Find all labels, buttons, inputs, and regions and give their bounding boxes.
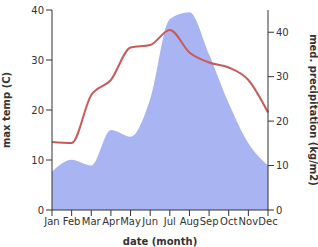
svg-text:Apr: Apr	[102, 216, 120, 227]
svg-text:30: 30	[276, 71, 289, 82]
svg-text:Dec: Dec	[258, 216, 277, 227]
svg-text:40: 40	[31, 5, 44, 16]
svg-text:med. precipitation (kg/m2): med. precipitation (kg/m2)	[308, 34, 318, 186]
svg-text:20: 20	[31, 105, 44, 116]
svg-text:Oct: Oct	[220, 216, 237, 227]
svg-text:Aug: Aug	[180, 216, 200, 227]
svg-text:Nov: Nov	[239, 216, 259, 227]
svg-text:0: 0	[276, 205, 282, 216]
svg-text:Jun: Jun	[141, 216, 158, 227]
svg-text:10: 10	[31, 155, 44, 166]
svg-text:date (month): date (month)	[123, 236, 197, 247]
svg-text:Feb: Feb	[63, 216, 81, 227]
svg-text:May: May	[120, 216, 141, 227]
svg-text:max temp (C): max temp (C)	[1, 72, 12, 148]
svg-text:30: 30	[31, 55, 44, 66]
svg-text:20: 20	[276, 116, 289, 127]
svg-text:Mar: Mar	[82, 216, 102, 227]
svg-text:40: 40	[276, 27, 289, 38]
svg-text:Jan: Jan	[43, 216, 59, 227]
svg-text:10: 10	[276, 160, 289, 171]
svg-text:Sep: Sep	[200, 216, 219, 227]
svg-text:Jul: Jul	[163, 216, 176, 227]
svg-text:0: 0	[38, 205, 44, 216]
